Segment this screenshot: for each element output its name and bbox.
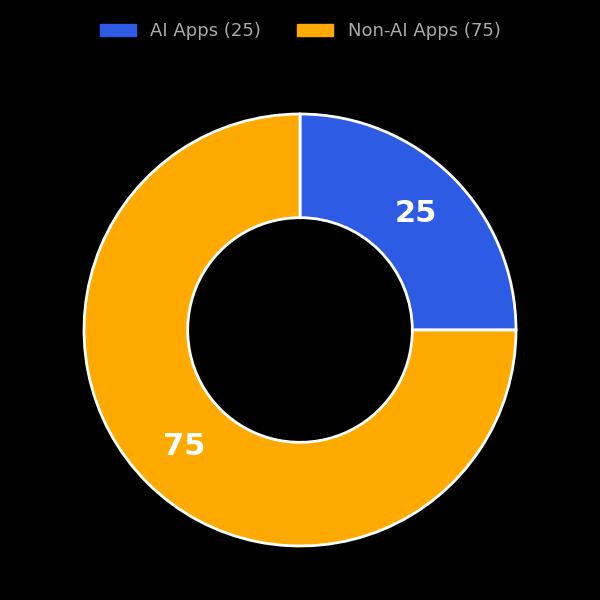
Wedge shape xyxy=(84,114,516,546)
Text: 25: 25 xyxy=(395,199,437,229)
Wedge shape xyxy=(300,114,516,330)
Text: 75: 75 xyxy=(163,431,205,461)
Legend: AI Apps (25), Non-AI Apps (75): AI Apps (25), Non-AI Apps (75) xyxy=(92,15,508,47)
